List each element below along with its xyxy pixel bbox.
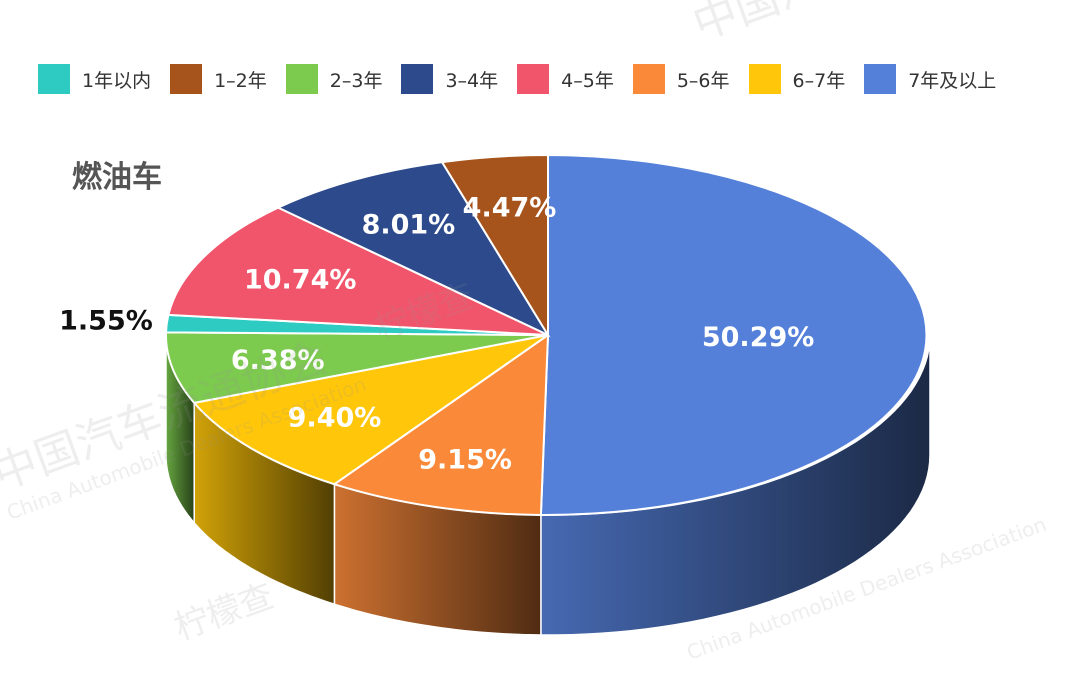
data-label: 6.38% bbox=[231, 345, 325, 376]
data-label: 4.47% bbox=[463, 193, 557, 224]
pie-slice[interactable] bbox=[167, 206, 549, 336]
pie-slice[interactable] bbox=[440, 153, 549, 339]
legend-swatch bbox=[285, 64, 318, 94]
legend-label: 1–2年 bbox=[214, 69, 267, 92]
legend-label: 7年及以上 bbox=[908, 69, 997, 92]
legend-swatch bbox=[864, 64, 897, 94]
legend: 1年以内 1–2年 2–3年 3–4年 4–5年 5–6年 6–7年 7年及以上 bbox=[38, 62, 1068, 96]
legend-item[interactable]: 1–2年 bbox=[170, 64, 267, 94]
legend-label: 2–3年 bbox=[329, 69, 383, 92]
legend-label: 6–7年 bbox=[792, 69, 846, 92]
legend-label: 3–4年 bbox=[445, 69, 499, 92]
watermark-text: 中国汽车流通协会 bbox=[686, 0, 1034, 50]
legend-item[interactable]: 3–4年 bbox=[401, 64, 498, 94]
legend-swatch bbox=[748, 64, 781, 94]
legend-label: 4–5年 bbox=[561, 69, 614, 92]
legend-label: 1年以内 bbox=[82, 69, 152, 92]
pie-slice[interactable] bbox=[192, 334, 549, 486]
data-label: 10.74% bbox=[244, 265, 356, 296]
legend-swatch bbox=[38, 64, 70, 94]
legend-swatch bbox=[632, 64, 665, 94]
data-label: 50.29% bbox=[702, 322, 814, 353]
legend-item[interactable]: 4–5年 bbox=[517, 64, 614, 94]
pie-slice[interactable] bbox=[539, 153, 928, 517]
legend-item[interactable]: 1年以内 bbox=[38, 64, 151, 94]
watermark-text: 柠檬查 bbox=[169, 576, 279, 648]
pie-slice[interactable] bbox=[164, 331, 549, 404]
pie-slice[interactable] bbox=[332, 333, 550, 517]
data-label: 9.15% bbox=[418, 445, 512, 476]
legend-swatch bbox=[170, 64, 203, 94]
legend-swatch bbox=[401, 64, 434, 94]
pie-slice[interactable] bbox=[275, 161, 551, 338]
legend-item[interactable]: 2–3年 bbox=[285, 64, 383, 94]
legend-item[interactable]: 5–6年 bbox=[632, 64, 730, 94]
legend-label: 5–6年 bbox=[676, 69, 730, 92]
chart-title: 燃油车 bbox=[72, 160, 162, 195]
data-label: 9.40% bbox=[288, 403, 382, 434]
data-label: 1.55% bbox=[59, 306, 153, 337]
legend-item[interactable]: 7年及以上 bbox=[864, 64, 996, 94]
legend-swatch bbox=[517, 64, 550, 94]
data-label: 8.01% bbox=[362, 209, 456, 240]
legend-item[interactable]: 6–7年 bbox=[748, 64, 846, 94]
